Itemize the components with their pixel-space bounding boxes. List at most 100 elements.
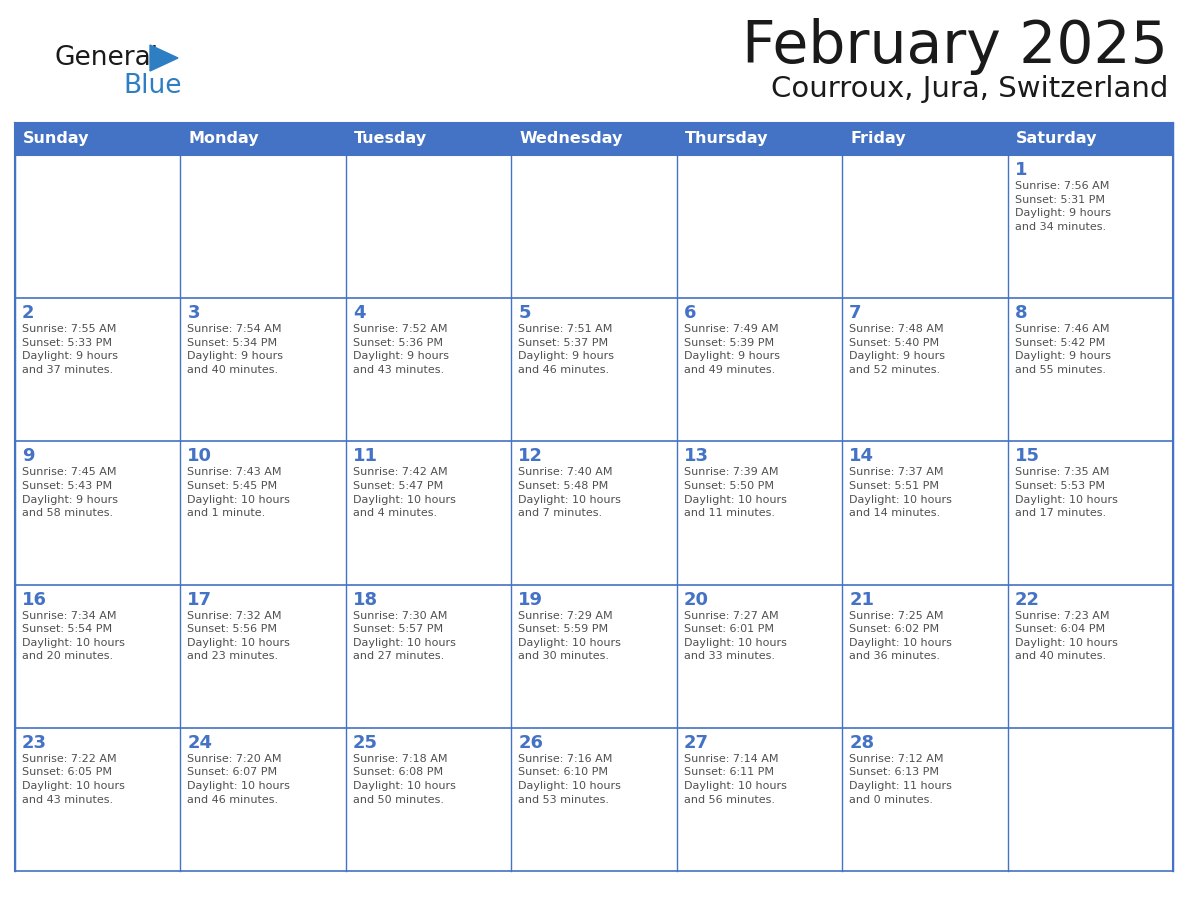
Text: Sunrise: 7:35 AM
Sunset: 5:53 PM
Daylight: 10 hours
and 17 minutes.: Sunrise: 7:35 AM Sunset: 5:53 PM Dayligh… (1015, 467, 1118, 518)
Bar (677, 728, 842, 871)
Text: Sunrise: 7:39 AM
Sunset: 5:50 PM
Daylight: 10 hours
and 11 minutes.: Sunrise: 7:39 AM Sunset: 5:50 PM Dayligh… (684, 467, 786, 518)
Text: Sunrise: 7:48 AM
Sunset: 5:40 PM
Daylight: 9 hours
and 52 minutes.: Sunrise: 7:48 AM Sunset: 5:40 PM Dayligh… (849, 324, 946, 375)
Text: 28: 28 (849, 733, 874, 752)
Text: 6: 6 (684, 304, 696, 322)
Text: 18: 18 (353, 590, 378, 609)
Bar (181, 155, 346, 298)
Text: Sunrise: 7:40 AM
Sunset: 5:48 PM
Daylight: 10 hours
and 7 minutes.: Sunrise: 7:40 AM Sunset: 5:48 PM Dayligh… (518, 467, 621, 518)
Bar (1007, 155, 1173, 298)
Text: Sunrise: 7:25 AM
Sunset: 6:02 PM
Daylight: 10 hours
and 36 minutes.: Sunrise: 7:25 AM Sunset: 6:02 PM Dayligh… (849, 610, 952, 661)
Text: 1: 1 (1015, 161, 1028, 179)
Text: Sunrise: 7:12 AM
Sunset: 6:13 PM
Daylight: 11 hours
and 0 minutes.: Sunrise: 7:12 AM Sunset: 6:13 PM Dayligh… (849, 754, 952, 804)
Text: Sunrise: 7:27 AM
Sunset: 6:01 PM
Daylight: 10 hours
and 33 minutes.: Sunrise: 7:27 AM Sunset: 6:01 PM Dayligh… (684, 610, 786, 661)
Text: Sunrise: 7:20 AM
Sunset: 6:07 PM
Daylight: 10 hours
and 46 minutes.: Sunrise: 7:20 AM Sunset: 6:07 PM Dayligh… (188, 754, 290, 804)
Text: Saturday: Saturday (1016, 131, 1097, 147)
Text: General: General (55, 45, 159, 71)
Bar (15, 123, 1173, 155)
Text: 27: 27 (684, 733, 709, 752)
Text: Sunrise: 7:32 AM
Sunset: 5:56 PM
Daylight: 10 hours
and 23 minutes.: Sunrise: 7:32 AM Sunset: 5:56 PM Dayligh… (188, 610, 290, 661)
Text: Sunrise: 7:51 AM
Sunset: 5:37 PM
Daylight: 9 hours
and 46 minutes.: Sunrise: 7:51 AM Sunset: 5:37 PM Dayligh… (518, 324, 614, 375)
Text: 16: 16 (23, 590, 48, 609)
Text: 4: 4 (353, 304, 366, 322)
Text: Sunrise: 7:16 AM
Sunset: 6:10 PM
Daylight: 10 hours
and 53 minutes.: Sunrise: 7:16 AM Sunset: 6:10 PM Dayligh… (518, 754, 621, 804)
Bar (15, 442, 181, 585)
Bar (677, 298, 842, 442)
Text: Sunday: Sunday (23, 131, 89, 147)
Bar (181, 442, 346, 585)
Bar (346, 442, 511, 585)
Text: 15: 15 (1015, 447, 1040, 465)
Text: Sunrise: 7:45 AM
Sunset: 5:43 PM
Daylight: 9 hours
and 58 minutes.: Sunrise: 7:45 AM Sunset: 5:43 PM Dayligh… (23, 467, 118, 518)
Text: Sunrise: 7:55 AM
Sunset: 5:33 PM
Daylight: 9 hours
and 37 minutes.: Sunrise: 7:55 AM Sunset: 5:33 PM Dayligh… (23, 324, 118, 375)
Text: Sunrise: 7:42 AM
Sunset: 5:47 PM
Daylight: 10 hours
and 4 minutes.: Sunrise: 7:42 AM Sunset: 5:47 PM Dayligh… (353, 467, 456, 518)
Bar (346, 585, 511, 728)
Bar (511, 728, 677, 871)
Text: Sunrise: 7:56 AM
Sunset: 5:31 PM
Daylight: 9 hours
and 34 minutes.: Sunrise: 7:56 AM Sunset: 5:31 PM Dayligh… (1015, 181, 1111, 232)
Bar (15, 728, 181, 871)
Bar (842, 155, 1007, 298)
Text: Monday: Monday (189, 131, 259, 147)
Bar (15, 585, 181, 728)
Text: Sunrise: 7:30 AM
Sunset: 5:57 PM
Daylight: 10 hours
and 27 minutes.: Sunrise: 7:30 AM Sunset: 5:57 PM Dayligh… (353, 610, 456, 661)
Bar (842, 298, 1007, 442)
Text: Sunrise: 7:23 AM
Sunset: 6:04 PM
Daylight: 10 hours
and 40 minutes.: Sunrise: 7:23 AM Sunset: 6:04 PM Dayligh… (1015, 610, 1118, 661)
Bar (1007, 298, 1173, 442)
Bar (677, 155, 842, 298)
Polygon shape (150, 45, 178, 71)
Bar (511, 585, 677, 728)
Text: 14: 14 (849, 447, 874, 465)
Text: February 2025: February 2025 (742, 18, 1168, 75)
Text: Thursday: Thursday (684, 131, 769, 147)
Text: 24: 24 (188, 733, 213, 752)
Text: 7: 7 (849, 304, 861, 322)
Text: Sunrise: 7:14 AM
Sunset: 6:11 PM
Daylight: 10 hours
and 56 minutes.: Sunrise: 7:14 AM Sunset: 6:11 PM Dayligh… (684, 754, 786, 804)
Text: 5: 5 (518, 304, 531, 322)
Bar (511, 155, 677, 298)
Bar (1007, 442, 1173, 585)
Text: 11: 11 (353, 447, 378, 465)
Bar (346, 728, 511, 871)
Text: Courroux, Jura, Switzerland: Courroux, Jura, Switzerland (771, 75, 1168, 103)
Bar (181, 298, 346, 442)
Text: Sunrise: 7:54 AM
Sunset: 5:34 PM
Daylight: 9 hours
and 40 minutes.: Sunrise: 7:54 AM Sunset: 5:34 PM Dayligh… (188, 324, 284, 375)
Text: Sunrise: 7:49 AM
Sunset: 5:39 PM
Daylight: 9 hours
and 49 minutes.: Sunrise: 7:49 AM Sunset: 5:39 PM Dayligh… (684, 324, 779, 375)
Text: 23: 23 (23, 733, 48, 752)
Text: Sunrise: 7:52 AM
Sunset: 5:36 PM
Daylight: 9 hours
and 43 minutes.: Sunrise: 7:52 AM Sunset: 5:36 PM Dayligh… (353, 324, 449, 375)
Text: Sunrise: 7:29 AM
Sunset: 5:59 PM
Daylight: 10 hours
and 30 minutes.: Sunrise: 7:29 AM Sunset: 5:59 PM Dayligh… (518, 610, 621, 661)
Bar (15, 298, 181, 442)
Text: 9: 9 (23, 447, 34, 465)
Text: 20: 20 (684, 590, 709, 609)
Text: 3: 3 (188, 304, 200, 322)
Text: 22: 22 (1015, 590, 1040, 609)
Text: Wednesday: Wednesday (519, 131, 623, 147)
Text: 10: 10 (188, 447, 213, 465)
Text: 19: 19 (518, 590, 543, 609)
Text: Blue: Blue (124, 73, 182, 99)
Text: 12: 12 (518, 447, 543, 465)
Text: Sunrise: 7:22 AM
Sunset: 6:05 PM
Daylight: 10 hours
and 43 minutes.: Sunrise: 7:22 AM Sunset: 6:05 PM Dayligh… (23, 754, 125, 804)
Bar (346, 155, 511, 298)
Bar (842, 728, 1007, 871)
Text: 26: 26 (518, 733, 543, 752)
Bar (181, 728, 346, 871)
Bar (677, 442, 842, 585)
Bar (1007, 728, 1173, 871)
Bar (677, 585, 842, 728)
Bar (511, 298, 677, 442)
Text: Friday: Friday (851, 131, 905, 147)
Bar (15, 155, 181, 298)
Bar (181, 585, 346, 728)
Bar (1007, 585, 1173, 728)
Text: 21: 21 (849, 590, 874, 609)
Text: Sunrise: 7:43 AM
Sunset: 5:45 PM
Daylight: 10 hours
and 1 minute.: Sunrise: 7:43 AM Sunset: 5:45 PM Dayligh… (188, 467, 290, 518)
Bar (842, 442, 1007, 585)
Text: Sunrise: 7:37 AM
Sunset: 5:51 PM
Daylight: 10 hours
and 14 minutes.: Sunrise: 7:37 AM Sunset: 5:51 PM Dayligh… (849, 467, 952, 518)
Text: Sunrise: 7:46 AM
Sunset: 5:42 PM
Daylight: 9 hours
and 55 minutes.: Sunrise: 7:46 AM Sunset: 5:42 PM Dayligh… (1015, 324, 1111, 375)
Text: 17: 17 (188, 590, 213, 609)
Text: Sunrise: 7:18 AM
Sunset: 6:08 PM
Daylight: 10 hours
and 50 minutes.: Sunrise: 7:18 AM Sunset: 6:08 PM Dayligh… (353, 754, 456, 804)
Bar (842, 585, 1007, 728)
Text: 13: 13 (684, 447, 709, 465)
Text: 8: 8 (1015, 304, 1028, 322)
Text: 2: 2 (23, 304, 34, 322)
Bar (511, 442, 677, 585)
